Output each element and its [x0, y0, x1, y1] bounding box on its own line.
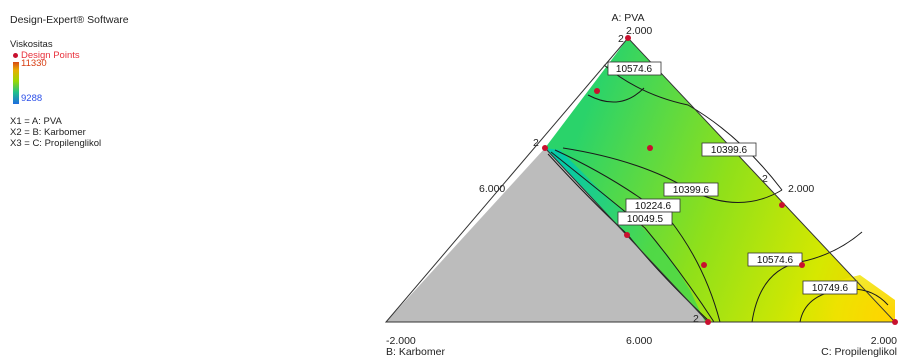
- replicate-marker: 2: [533, 137, 539, 149]
- design-point: [701, 262, 707, 268]
- design-point: [892, 319, 898, 325]
- response-surface: [545, 38, 895, 322]
- factor-x2: X2 = B: Karbomer: [10, 127, 86, 138]
- design-point: [542, 145, 548, 151]
- high-response-zone: [770, 275, 895, 322]
- axis-label-top: A: PVA: [611, 12, 644, 24]
- contour-label: 10399.6: [701, 142, 757, 157]
- response-name: Viskositas: [10, 39, 53, 50]
- design-point: [625, 35, 631, 41]
- svg-text:10224.6: 10224.6: [635, 201, 672, 212]
- contour-line: [587, 87, 645, 103]
- contour-label: 10049.5: [617, 211, 673, 226]
- tick-apex: 2.000: [626, 25, 652, 37]
- contour-line: [550, 151, 715, 323]
- legend-panel: Design-Expert® Software Viskositas Desig…: [10, 14, 129, 149]
- design-point: [624, 232, 630, 238]
- tick-bottom-right: 2.000: [871, 335, 897, 347]
- contour-line: [603, 64, 783, 191]
- factor-list: X1 = A: PVA X2 = B: Karbomer X3 = C: Pro…: [10, 116, 129, 149]
- software-title: Design-Expert® Software: [10, 14, 129, 26]
- svg-text:10749.6: 10749.6: [812, 283, 849, 294]
- factor-x3: X3 = C: Propilenglikol: [10, 138, 102, 149]
- scale-low-label: 9288: [21, 93, 43, 104]
- contour-label: 10224.6: [625, 198, 681, 213]
- scale-high-label: 11330: [21, 58, 47, 69]
- axis-label-left: B: Karbomer: [386, 346, 445, 358]
- tick-left-edge: 6.000: [479, 183, 505, 195]
- svg-text:10399.6: 10399.6: [711, 145, 748, 156]
- infeasible-region: [386, 148, 708, 322]
- design-points-legend: Design Points: [10, 50, 129, 61]
- factor-x1: X1 = A: PVA: [10, 116, 62, 127]
- design-points-label: Design Points: [21, 50, 80, 61]
- tick-right-edge: 2.000: [788, 183, 814, 195]
- replicate-marker: 2: [762, 173, 768, 185]
- svg-text:10049.5: 10049.5: [627, 214, 664, 225]
- contour-label: 10574.6: [747, 252, 803, 267]
- color-scale-bar: [13, 62, 19, 104]
- design-point-icon: [13, 53, 18, 58]
- design-point: [705, 319, 711, 325]
- triangle-outline: [384, 37, 897, 323]
- contour-label: 10749.6: [802, 280, 858, 295]
- tick-bottom-mid: 6.000: [626, 335, 652, 347]
- contour-labels: 10574.6 10399.6 10399.6 10224.6 10049.5 …: [607, 61, 858, 295]
- replicate-marker: 2: [693, 313, 699, 325]
- axis-label-right: C: Propilenglikol: [821, 346, 897, 358]
- color-scale: 11330 9288: [13, 58, 129, 104]
- svg-text:10574.6: 10574.6: [757, 255, 794, 266]
- design-point: [647, 145, 653, 151]
- design-point: [799, 262, 805, 268]
- contour-label: 10399.6: [663, 182, 719, 197]
- svg-text:10574.6: 10574.6: [616, 64, 653, 75]
- contour-label: 10574.6: [607, 61, 662, 76]
- design-point: [779, 202, 785, 208]
- design-points: [542, 35, 898, 325]
- design-point: [594, 88, 600, 94]
- tick-bottom-left: -2.000: [386, 335, 416, 347]
- replicate-marker: 2: [618, 33, 624, 45]
- svg-text:10399.6: 10399.6: [673, 185, 710, 196]
